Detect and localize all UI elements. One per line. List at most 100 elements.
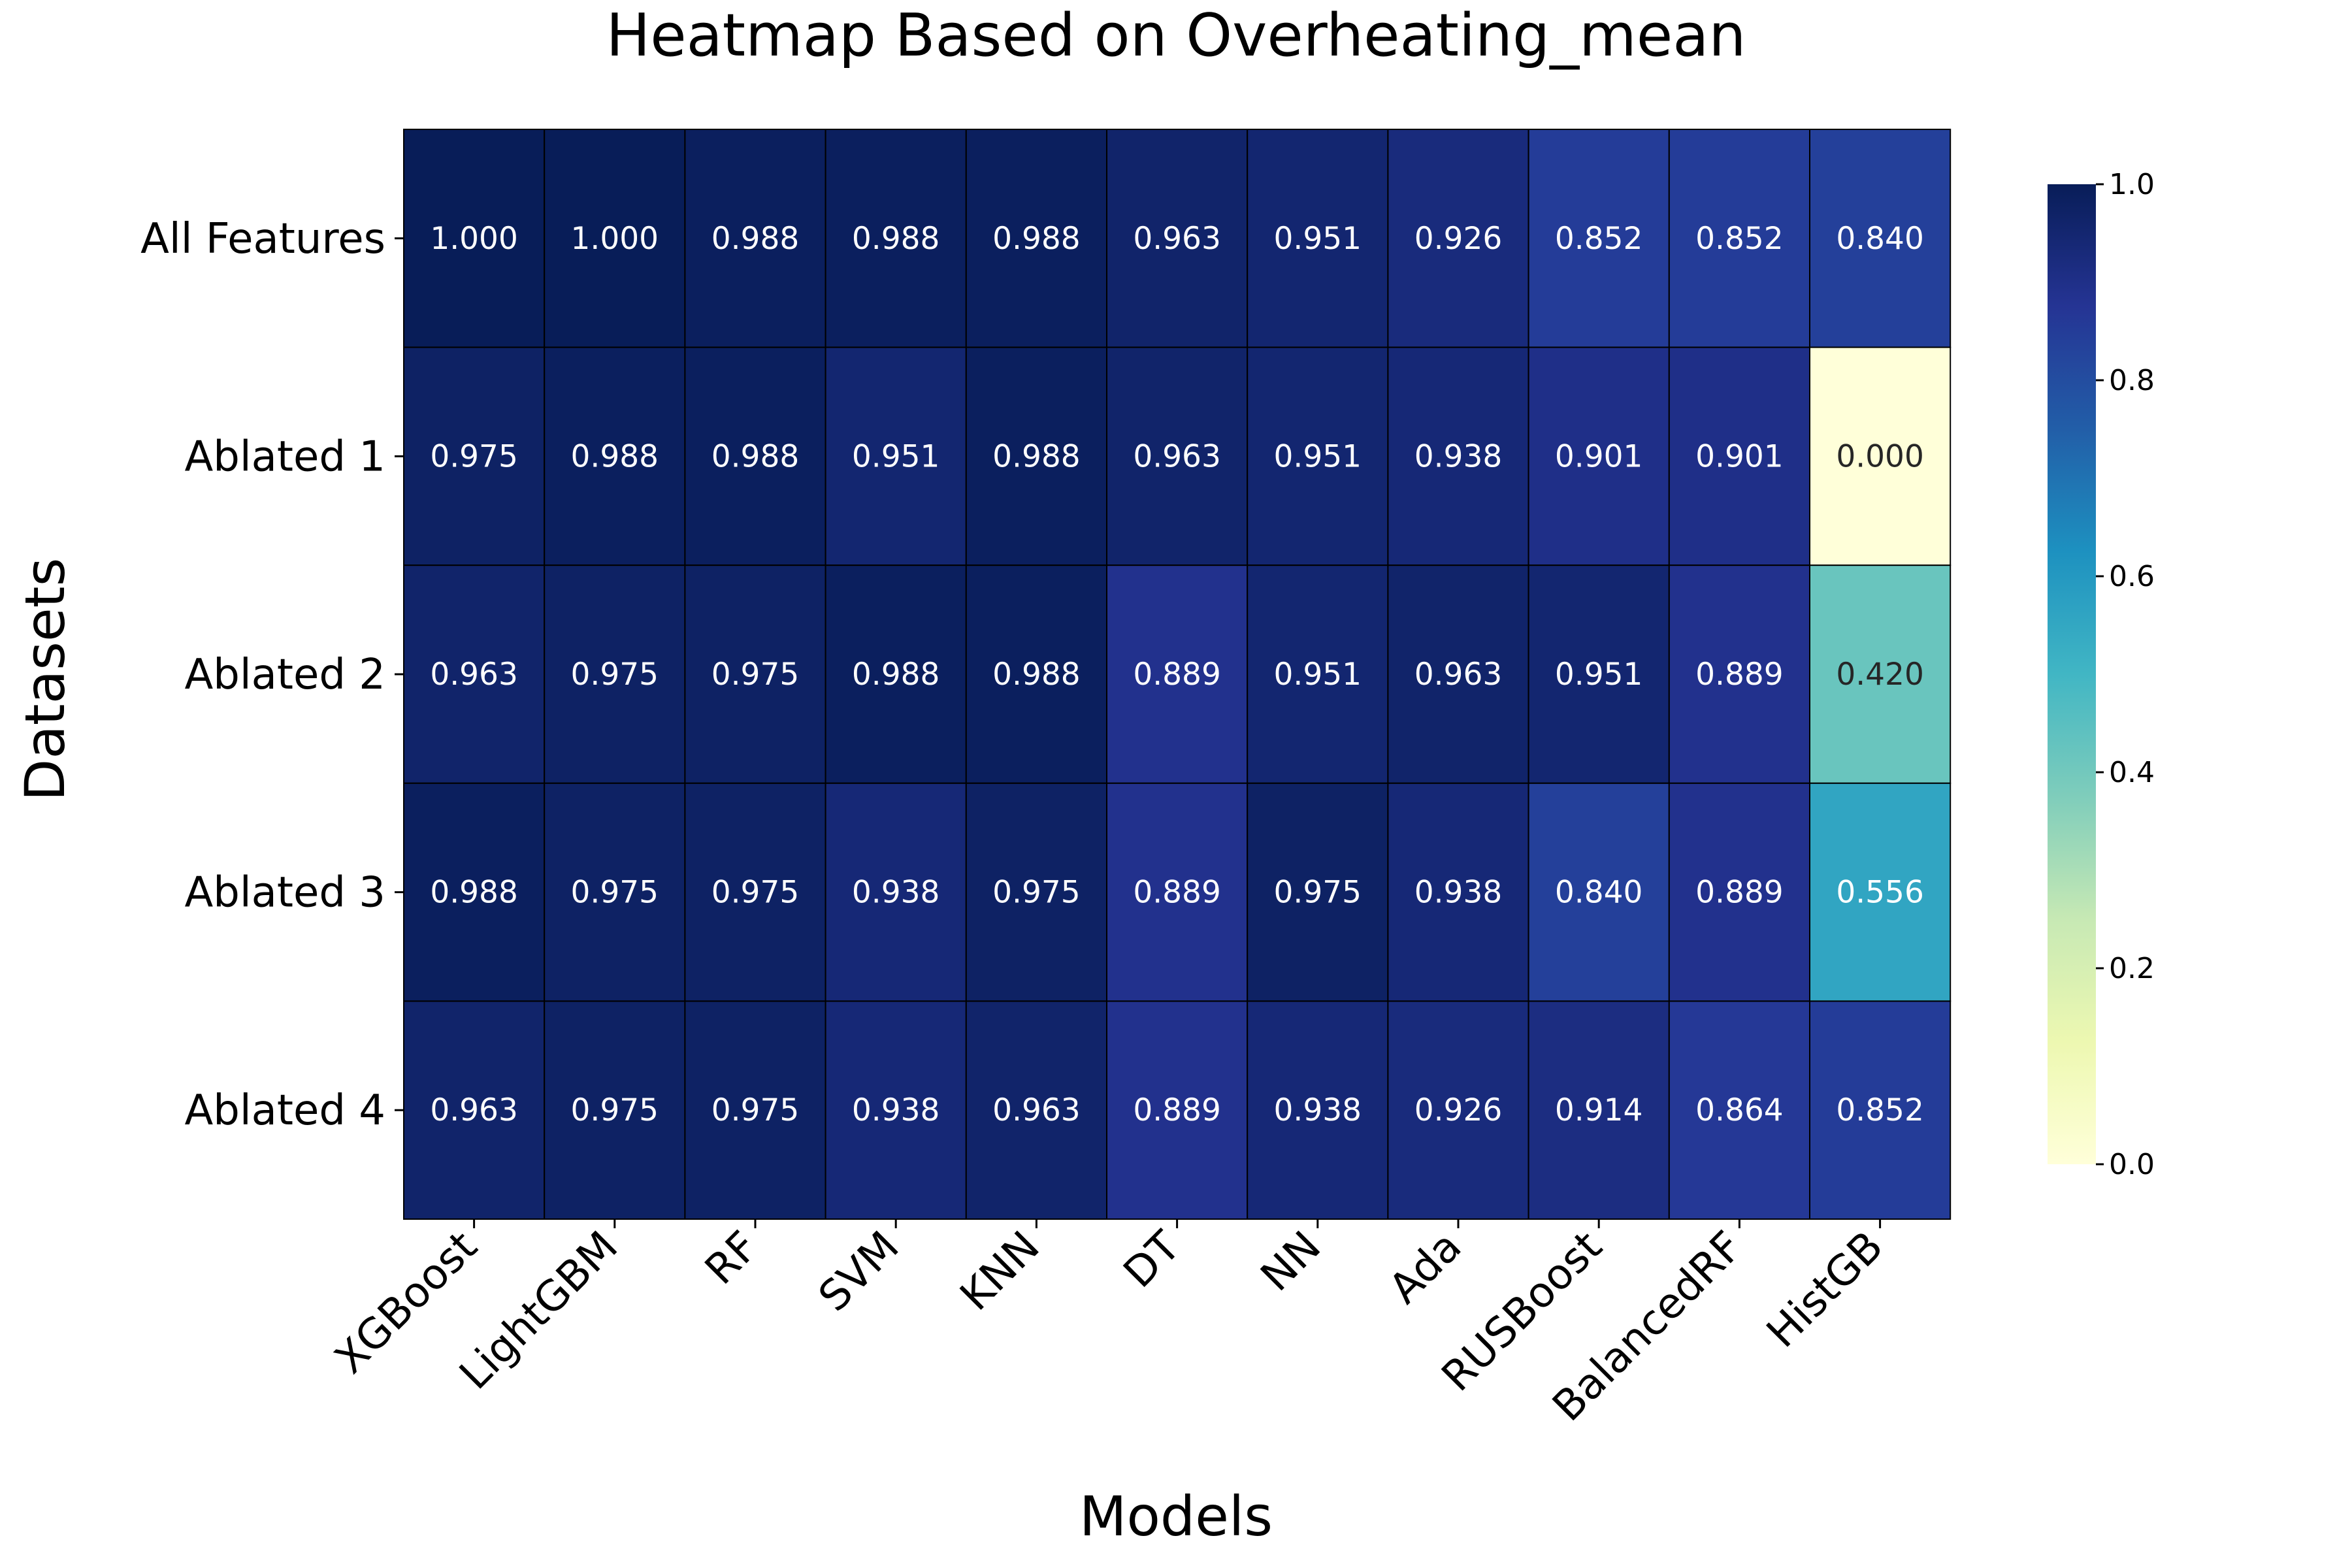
x-axis-label: Models (1079, 1484, 1273, 1548)
heatmap-cell (1668, 129, 1811, 348)
heatmap-cell (1668, 346, 1811, 566)
cell-value-label: 0.926 (1414, 1092, 1503, 1128)
cell-value-label: 0.988 (992, 657, 1081, 693)
heatmap-cell (1668, 782, 1811, 1002)
heatmap-cell (684, 782, 826, 1002)
heatmap-cell (1809, 346, 1952, 566)
cell-value-label: 1.000 (430, 221, 518, 257)
cell-value-label: 0.901 (1555, 438, 1643, 474)
cell-value-label: 0.951 (1555, 657, 1643, 693)
cell-value-label: 0.938 (852, 1092, 940, 1128)
cell-value-label: 0.420 (1836, 657, 1924, 693)
cell-value-label: 0.975 (571, 875, 659, 911)
cell-value-label: 0.889 (1133, 657, 1221, 693)
colorbar-tick-label: 0.6 (2109, 560, 2155, 593)
cell-value-label: 0.889 (1695, 875, 1784, 911)
cell-value-label: 0.889 (1695, 657, 1784, 693)
cell-value-label: 0.889 (1133, 875, 1221, 911)
column-tick-label: SVM (809, 1222, 908, 1321)
cell-value-label: 0.988 (430, 875, 518, 911)
heatmap-cell (1809, 129, 1952, 348)
colorbar-tick-label: 1.0 (2109, 168, 2155, 201)
y-axis-label: Datasets (13, 558, 77, 802)
heatmap-cell (965, 346, 1108, 566)
cell-value-label: 0.938 (1414, 875, 1503, 911)
heatmap-cell (1106, 129, 1249, 348)
heatmap-cell (1247, 782, 1389, 1002)
cell-value-label: 0.852 (1836, 1092, 1924, 1128)
cell-value-label: 0.852 (1695, 221, 1784, 257)
heatmap-cell (1247, 564, 1389, 784)
cell-value-label: 0.951 (1274, 657, 1362, 693)
column-tick-label: NN (1252, 1222, 1330, 1301)
row-tick-label: Ablated 2 (184, 651, 385, 699)
heatmap-cell (965, 1000, 1108, 1220)
cell-value-label: 0.988 (711, 438, 800, 474)
colorbar-gradient (2048, 184, 2096, 1164)
cell-value-label: 0.951 (1274, 438, 1362, 474)
colorbar-tick-label: 0.4 (2109, 756, 2155, 789)
heatmap-cell (1106, 782, 1249, 1002)
row-tick-label: Ablated 4 (184, 1086, 385, 1135)
cell-value-label: 0.988 (852, 657, 940, 693)
heatmap-cell (1527, 1000, 1670, 1220)
cell-value-label: 0.975 (711, 657, 800, 693)
heatmap-cell (1106, 1000, 1249, 1220)
cell-value-label: 0.901 (1695, 438, 1784, 474)
row-tick-label: All Features (140, 215, 385, 263)
heatmap-cell (403, 346, 546, 566)
cell-value-label: 0.988 (992, 221, 1081, 257)
chart-title: Heatmap Based on Overheating_mean (606, 1, 1746, 70)
heatmap-cell (544, 129, 686, 348)
cell-value-label: 0.840 (1836, 221, 1924, 257)
heatmap-cell (684, 346, 826, 566)
column-tick-label: DT (1115, 1222, 1190, 1297)
heatmap-cell (825, 782, 967, 1002)
cell-value-label: 0.975 (571, 657, 659, 693)
colorbar-tick-label: 0.2 (2109, 952, 2155, 985)
heatmap-cell (544, 1000, 686, 1220)
heatmap-cell (1527, 564, 1670, 784)
cell-value-label: 0.951 (852, 438, 940, 474)
cell-value-label: 0.963 (1133, 221, 1221, 257)
row-tick-label: Ablated 3 (184, 869, 385, 917)
heatmap-cell (825, 129, 967, 348)
cell-value-label: 0.975 (711, 1092, 800, 1128)
heatmap-cell (1247, 346, 1389, 566)
cell-value-label: 0.914 (1555, 1092, 1643, 1128)
cell-value-label: 0.864 (1695, 1092, 1784, 1128)
column-tick-label: KNN (951, 1222, 1049, 1320)
cell-value-label: 0.975 (711, 875, 800, 911)
heatmap-cell (1247, 1000, 1389, 1220)
cell-value-label: 0.975 (1274, 875, 1362, 911)
heatmap-cell (1387, 129, 1529, 348)
heatmap-cell-labels: 1.000 1.000 0.988 0.988 0.988 0.963 0.951 0.926… (430, 221, 1924, 1128)
cell-value-label: 0.926 (1414, 221, 1503, 257)
cell-value-label: 0.852 (1555, 221, 1643, 257)
column-tick-label: Ada (1380, 1222, 1471, 1313)
cell-value-label: 0.938 (1274, 1092, 1362, 1128)
cell-value-label: 0.938 (852, 875, 940, 911)
colorbar-tick-label: 0.0 (2109, 1148, 2155, 1181)
cell-value-label: 0.975 (571, 1092, 659, 1128)
cell-value-label: 0.889 (1133, 1092, 1221, 1128)
heatmap-cell (1809, 564, 1952, 784)
heatmap-cell (544, 346, 686, 566)
heatmap-cell (1527, 346, 1670, 566)
colorbar-ticks: 0.0 0.2 0.4 0.6 0.8 1.0 (2096, 168, 2155, 1181)
row-tick-label: Ablated 1 (184, 433, 385, 481)
heatmap-cell (1527, 782, 1670, 1002)
cell-value-label: 0.988 (571, 438, 659, 474)
heatmap-cell (1809, 782, 1952, 1002)
row-tick-labels: All Features Ablated 1 Ablated 2 Ablated 3 A… (140, 215, 404, 1135)
cell-value-label: 0.988 (852, 221, 940, 257)
heatmap-cell (1106, 346, 1249, 566)
heatmap-cell (403, 1000, 546, 1220)
heatmap-cell (403, 129, 546, 348)
heatmap-cells (403, 129, 1952, 1220)
cell-value-label: 0.988 (711, 221, 800, 257)
heatmap-cell (1387, 346, 1529, 566)
heatmap-cell (403, 564, 546, 784)
